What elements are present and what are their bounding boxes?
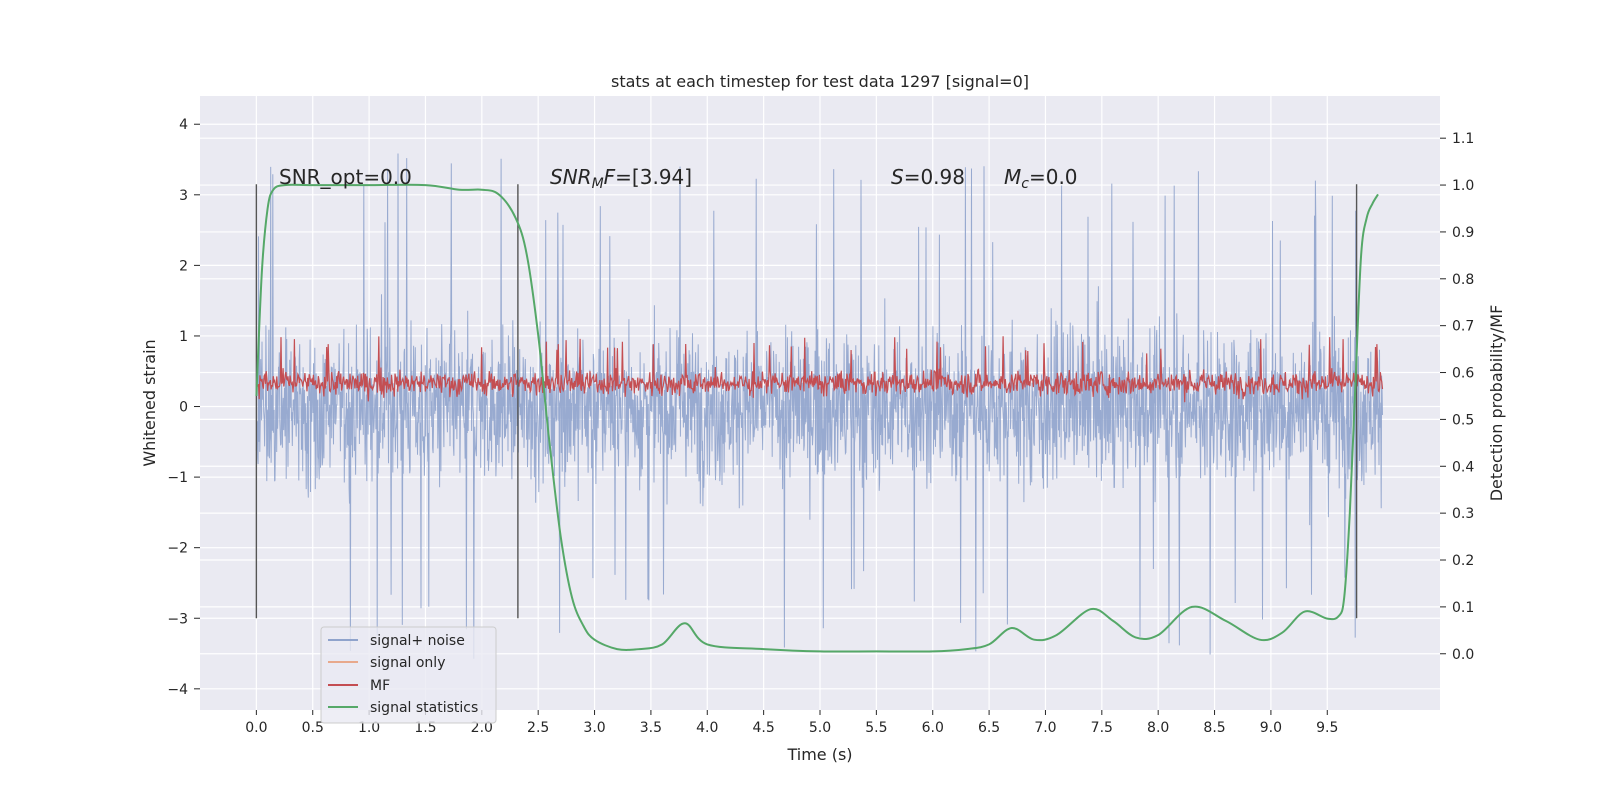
x-tick-label-1: 0.5 <box>302 720 324 736</box>
snr-mf-subscript: M <box>592 176 604 192</box>
x-tick-label-9: 4.5 <box>753 720 775 736</box>
x-tick-label-0: 0.0 <box>245 720 267 736</box>
y2-tick-label-4: 0.4 <box>1452 459 1474 475</box>
series-signal-statistics <box>255 183 1379 653</box>
y-tick-label-0: −4 <box>167 682 188 698</box>
x-tick-label-5: 2.5 <box>527 720 549 736</box>
legend-label-mf: MF <box>370 678 390 694</box>
mc-value: =0.0 <box>1029 165 1078 189</box>
x-tick-label-15: 7.5 <box>1091 720 1113 736</box>
x-tick-label-6: 3.0 <box>583 720 605 736</box>
x-axis-label: Time (s) <box>786 745 852 764</box>
y2-axis-label: Detection probability/MF <box>1487 305 1506 502</box>
y2-tick-label-2: 0.2 <box>1452 553 1474 569</box>
y-axis-ticks: −4 −3 −2 −1 0 1 2 3 4 <box>167 117 200 698</box>
y2-tick-label-11: 1.1 <box>1452 131 1474 147</box>
y2-tick-label-9: 0.9 <box>1452 225 1474 241</box>
x-tick-label-11: 5.5 <box>865 720 887 736</box>
annotation-snr-mf: SNRMF=[3.94] <box>550 165 692 192</box>
series-mf <box>255 336 1384 403</box>
s-symbol: S <box>891 165 904 189</box>
y2-tick-label-5: 0.5 <box>1452 412 1474 428</box>
y2-tick-label-7: 0.7 <box>1452 319 1474 335</box>
annotation-mc: Mc=0.0 <box>1004 165 1078 192</box>
x-tick-label-10: 5.0 <box>809 720 831 736</box>
y2-axis-ticks: 0.0 0.1 0.2 0.3 0.4 0.5 0.6 0.7 0.8 0.9 1.0 1.1 <box>1440 131 1474 663</box>
legend: signal+ noise signal only MF signal stat… <box>320 626 497 724</box>
signal-statistics-line <box>255 183 1379 653</box>
y-tick-label-8: 4 <box>179 117 188 133</box>
snr-mf-value: =[3.94] <box>615 165 692 189</box>
x-tick-label-2: 1.0 <box>358 720 380 736</box>
legend-label-signal-only: signal only <box>370 655 445 671</box>
y-axis-label: Whitened strain <box>140 339 159 466</box>
s-value: =0.98 <box>904 165 965 189</box>
annotation-snr-opt: SNR_opt=0.0 <box>279 165 412 189</box>
x-tick-label-4: 2.0 <box>471 720 493 736</box>
noise-line <box>255 153 1383 659</box>
x-tick-label-18: 9.0 <box>1260 720 1282 736</box>
legend-label-signal-statistics: signal statistics <box>370 700 478 716</box>
mc-symbol: M <box>1004 165 1021 189</box>
annotation-s: S=0.98 <box>891 165 965 189</box>
y-tick-label-6: 2 <box>179 258 188 274</box>
x-tick-label-12: 6.0 <box>922 720 944 736</box>
series-signal-noise <box>255 153 1383 659</box>
mc-subscript: c <box>1021 176 1029 192</box>
x-tick-label-8: 4.0 <box>696 720 718 736</box>
y2-tick-label-3: 0.3 <box>1452 506 1474 522</box>
y-tick-label-1: −3 <box>167 611 188 627</box>
x-tick-label-13: 6.5 <box>978 720 1000 736</box>
y-tick-label-3: −1 <box>167 470 188 486</box>
chart-title: stats at each timestep for test data 129… <box>611 72 1029 91</box>
y-tick-label-2: −2 <box>167 541 188 557</box>
y2-tick-label-0: 0.0 <box>1452 647 1474 663</box>
y-tick-label-5: 1 <box>179 329 188 345</box>
y2-tick-label-6: 0.6 <box>1452 366 1474 382</box>
y-tick-label-4: 0 <box>179 400 188 416</box>
x-tick-label-7: 3.5 <box>640 720 662 736</box>
y2-tick-label-10: 1.0 <box>1452 178 1474 194</box>
x-tick-label-17: 8.5 <box>1203 720 1225 736</box>
x-axis-ticks: 0.0 0.5 1.0 1.5 2.0 2.5 3.0 3.5 4.0 4.5 5.0 5.5 6.0 6… <box>245 710 1338 736</box>
y-tick-label-7: 3 <box>179 188 188 204</box>
x-tick-label-14: 7.0 <box>1034 720 1056 736</box>
vertical-markers <box>255 184 1358 619</box>
legend-box <box>320 626 497 724</box>
mf-line <box>255 336 1384 403</box>
y2-tick-label-8: 0.8 <box>1452 272 1474 288</box>
x-tick-label-3: 1.5 <box>414 720 436 736</box>
x-tick-label-16: 8.0 <box>1147 720 1169 736</box>
snr-mf-symbol-f: F <box>604 165 616 189</box>
legend-label-noise: signal+ noise <box>370 633 465 649</box>
x-tick-label-19: 9.5 <box>1316 720 1338 736</box>
snr-mf-symbol: SNR <box>550 165 592 189</box>
y2-tick-label-1: 0.1 <box>1452 600 1474 616</box>
